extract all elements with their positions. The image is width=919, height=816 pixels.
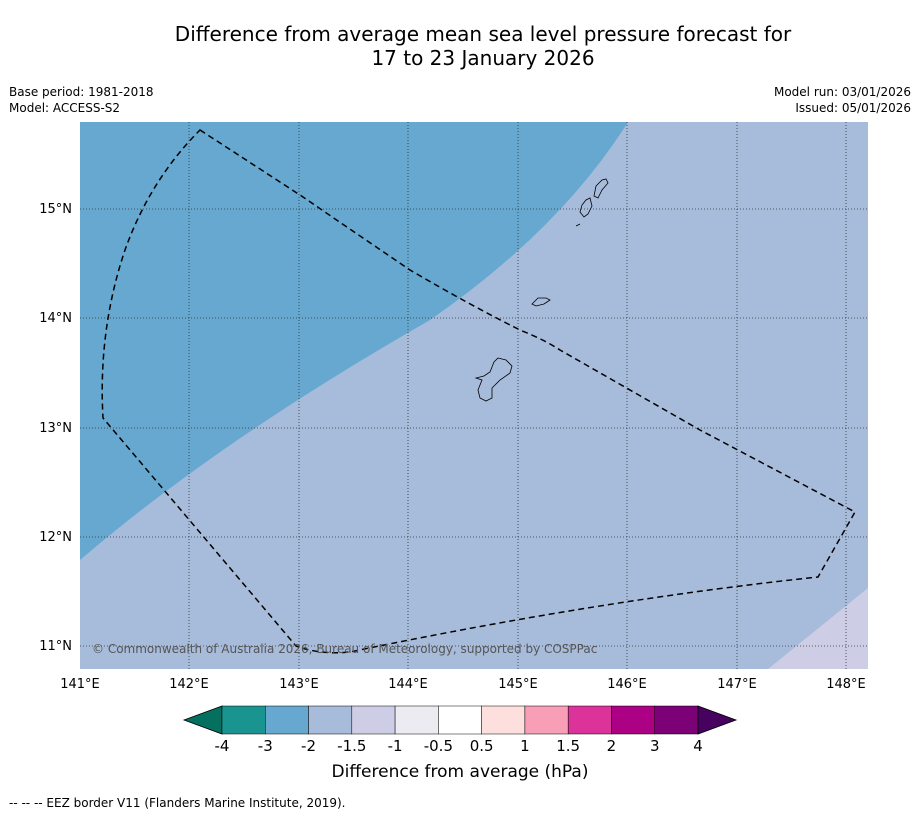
islands [474, 178, 609, 402]
lon-label-148e: 148°E [826, 677, 866, 692]
colorbar-segment [481, 705, 526, 735]
lat-label-12n: 12°N [39, 530, 72, 545]
eez-footnote: -- -- -- EEZ border V11 (Flanders Marine… [9, 796, 346, 810]
base-period: Base period: 1981-2018 [9, 85, 154, 99]
colorbar-tick-label: -1 [388, 737, 403, 755]
colorbar-segment [265, 705, 309, 735]
colorbar-segment [567, 705, 612, 735]
lat-label-15n: 15°N [39, 202, 72, 217]
colorbar-tick-label: 4 [693, 737, 703, 755]
meta-right: Model run: 03/01/2026 Issued: 05/01/2026 [774, 84, 911, 116]
colorbar-tick-label: 1.5 [556, 737, 580, 755]
colorbar: -4 -3 -2 -1.5 -1 -0.5 0.5 1 1.5 2 3 4 Difference fr… [182, 705, 738, 782]
island-rota [531, 297, 551, 307]
colorbar-tick-label: 1 [520, 737, 530, 755]
island-aguijan [575, 223, 581, 227]
colorbar-tick-label: 2 [607, 737, 617, 755]
colorbar-label: Difference from average (hPa) [332, 762, 589, 782]
gridlines [80, 122, 868, 669]
model-run: Model run: 03/01/2026 [773, 85, 911, 99]
colorbar-segment [611, 705, 655, 735]
colorbar-segment [221, 705, 266, 735]
title-line-1: Difference from average mean sea level p… [174, 22, 792, 46]
colorbar-tick-label: -0.5 [424, 737, 453, 755]
lon-label-145e: 145°E [498, 677, 538, 692]
colorbar-segment [438, 705, 482, 735]
title-line-2: 17 to 23 January 2026 [371, 46, 595, 70]
colorbar-tick-labels: -4 -3 -2 -1.5 -1 -0.5 0.5 1 1.5 2 3 4 [215, 737, 703, 755]
model-name: Model: ACCESS-S2 [9, 101, 121, 115]
colorbar-segment [394, 705, 439, 735]
colorbar-under-arrow [182, 705, 223, 735]
lat-label-14n: 14°N [39, 311, 72, 326]
latitude-labels: 15°N 14°N 13°N 12°N 11°N [39, 202, 72, 654]
colorbar-segments [182, 705, 738, 735]
eez-border [101, 129, 857, 654]
lon-label-143e: 143°E [279, 677, 319, 692]
colorbar-tick-label: 3 [650, 737, 660, 755]
band-minus1 [768, 588, 868, 669]
band-minus2 [80, 122, 628, 560]
lon-label-142e: 142°E [169, 677, 209, 692]
colorbar-tick-label: 0.5 [470, 737, 494, 755]
meta-left: Base period: 1981-2018 Model: ACCESS-S2 [9, 84, 154, 116]
island-tinian [579, 197, 593, 218]
colorbar-tick-label: -2 [301, 737, 316, 755]
colorbar-segment [351, 705, 396, 735]
colorbar-segment [524, 705, 569, 735]
lon-label-146e: 146°E [607, 677, 647, 692]
longitude-labels: 141°E 142°E 143°E 144°E 145°E 146°E 147°… [60, 677, 866, 692]
issued-date: Issued: 05/01/2026 [795, 101, 911, 115]
colorbar-tick-label: -1.5 [337, 737, 366, 755]
lon-label-147e: 147°E [717, 677, 757, 692]
colorbar-tick-label: -3 [258, 737, 273, 755]
forecast-map: © Commonwealth of Australia 2026, Bureau… [39, 122, 868, 692]
island-saipan [593, 178, 609, 199]
colorbar-over-arrow [697, 705, 738, 735]
lat-label-11n: 11°N [39, 639, 72, 654]
colorbar-tick-label: -4 [215, 737, 230, 755]
island-guam [474, 357, 513, 402]
map-plot-area: © Commonwealth of Australia 2026, Bureau… [80, 122, 868, 669]
copyright-text: © Commonwealth of Australia 2026, Bureau… [92, 642, 597, 656]
colorbar-segment [308, 705, 353, 735]
lon-label-144e: 144°E [388, 677, 428, 692]
map-title: Difference from average mean sea level p… [0, 22, 919, 70]
colorbar-segment [654, 705, 699, 735]
lat-label-13n: 13°N [39, 421, 72, 436]
lon-label-141e: 141°E [60, 677, 100, 692]
